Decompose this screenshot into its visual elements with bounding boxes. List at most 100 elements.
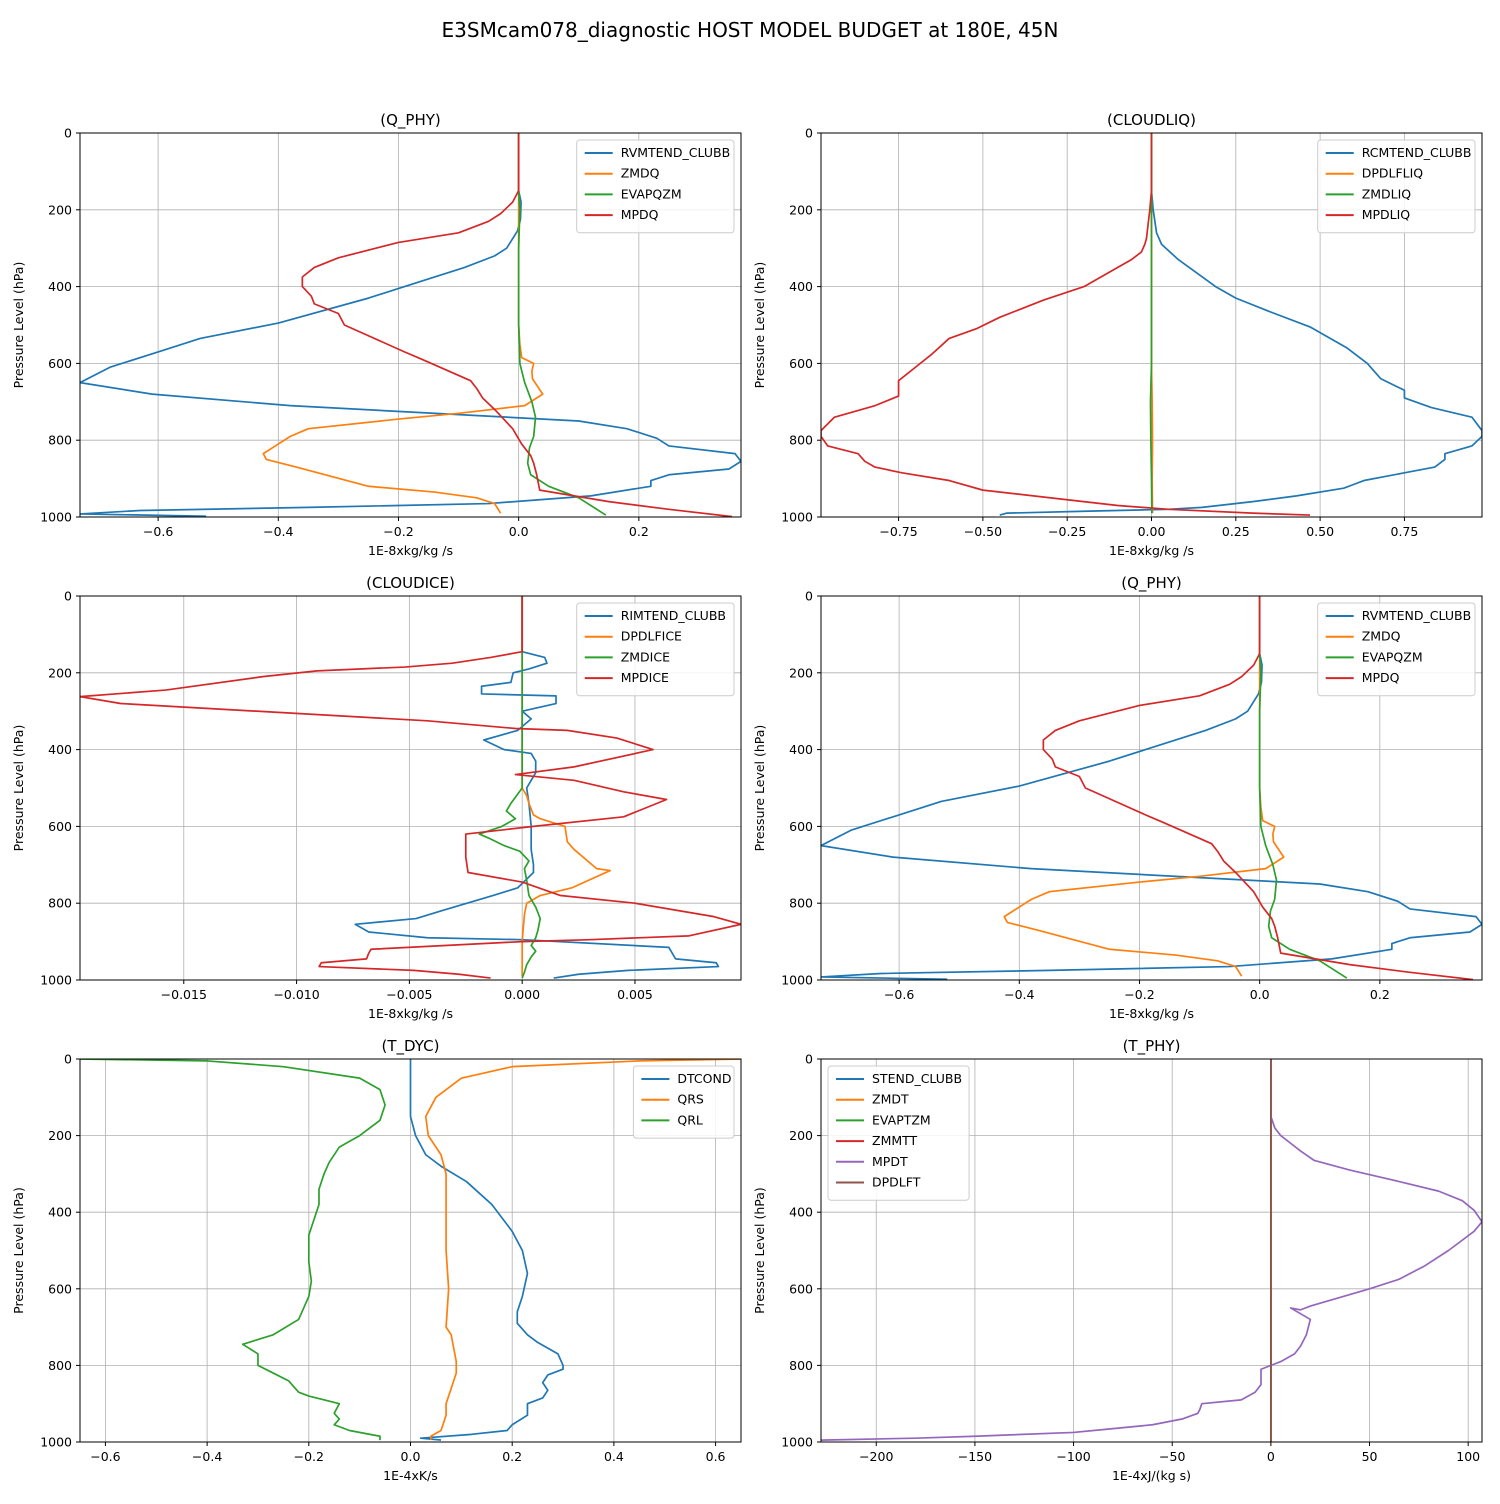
y-tick-label: 200 bbox=[48, 1128, 72, 1143]
y-tick-label: 800 bbox=[789, 1358, 813, 1373]
y-tick-label: 0 bbox=[805, 589, 813, 604]
legend-label: RVMTEND_CLUBB bbox=[621, 145, 730, 160]
x-tick-label: 0.0 bbox=[509, 524, 529, 539]
legend-box bbox=[576, 602, 735, 697]
legend-label: DTCOND bbox=[677, 1071, 731, 1086]
legend-label: RVMTEND_CLUBB bbox=[1362, 608, 1471, 623]
legend-label: STEND_CLUBB bbox=[872, 1071, 962, 1086]
x-axis-label: 1E-8xkg/kg /s bbox=[1109, 1006, 1194, 1021]
series-line-mpdq bbox=[301, 133, 733, 517]
series-line-mpdice bbox=[80, 596, 741, 979]
y-tick-label: 1000 bbox=[40, 510, 72, 525]
x-tick-label: 0.000 bbox=[504, 987, 540, 1002]
y-axis-label: Pressure Level (hPa) bbox=[752, 1187, 767, 1314]
figure-title: E3SMcam078_diagnostic HOST MODEL BUDGET … bbox=[442, 18, 1059, 42]
legend-label: ZMDICE bbox=[621, 649, 670, 664]
series-group bbox=[80, 133, 741, 517]
y-axis-label: Pressure Level (hPa) bbox=[11, 725, 26, 852]
x-tick-label: 0.0 bbox=[1250, 987, 1270, 1002]
x-tick-label: 0.25 bbox=[1222, 524, 1250, 539]
x-tick-label: −50 bbox=[1159, 1449, 1185, 1464]
series-line-dtcond bbox=[409, 1059, 564, 1441]
subplot-1: −0.6 −0.4 −0.2 0.0 0.2 0 200 400 600 800 1000 (Q_PH… bbox=[11, 111, 742, 558]
y-tick-label: 0 bbox=[64, 589, 72, 604]
y-tick-label: 800 bbox=[48, 896, 72, 911]
subplot-3: −0.015 −0.010 −0.005 0.000 0.005 0 200 400 600 80… bbox=[11, 574, 742, 1021]
legend: STEND_CLUBB ZMDT EVAPTZM ZMMTT MPDT DPDLFT bbox=[827, 1065, 970, 1201]
series-line-zmdq bbox=[262, 133, 544, 514]
y-tick-label: 1000 bbox=[40, 1435, 72, 1450]
legend-label: RIMTEND_CLUBB bbox=[621, 608, 726, 623]
x-tick-label: −0.25 bbox=[1048, 524, 1086, 539]
y-tick-label: 600 bbox=[48, 819, 72, 834]
y-axis-label: Pressure Level (hPa) bbox=[11, 262, 26, 389]
x-tick-label: 50 bbox=[1362, 1449, 1378, 1464]
series-line-mpdliq bbox=[821, 133, 1311, 516]
legend-box bbox=[1317, 139, 1476, 234]
y-tick-label: 600 bbox=[789, 819, 813, 834]
y-axis-label: Pressure Level (hPa) bbox=[11, 1187, 26, 1314]
y-tick-label: 200 bbox=[48, 202, 72, 217]
y-tick-label: 200 bbox=[789, 202, 813, 217]
y-tick-label: 400 bbox=[789, 279, 813, 294]
legend-label: ZMDQ bbox=[1362, 629, 1401, 644]
y-tick-label: 1000 bbox=[781, 1435, 813, 1450]
x-tick-label: 0.2 bbox=[1370, 987, 1390, 1002]
legend: RVMTEND_CLUBB ZMDQ EVAPQZM MPDQ bbox=[576, 139, 735, 234]
x-axis-label: 1E-8xkg/kg /s bbox=[368, 1006, 453, 1021]
series-line-rvmtend-clubb bbox=[821, 596, 1482, 980]
x-tick-label: −0.6 bbox=[884, 987, 914, 1002]
x-tick-label: −0.2 bbox=[383, 524, 413, 539]
x-tick-label: −0.4 bbox=[263, 524, 293, 539]
x-tick-label: −0.4 bbox=[192, 1449, 222, 1464]
legend: RCMTEND_CLUBB DPDLFLIQ ZMDLIQ MPDLIQ bbox=[1317, 139, 1476, 234]
legend-label: ZMDLIQ bbox=[1362, 186, 1412, 201]
series-group bbox=[80, 1059, 741, 1441]
x-axis-label: 1E-8xkg/kg /s bbox=[368, 543, 453, 558]
legend-label: MPDQ bbox=[621, 207, 659, 222]
x-tick-label: 0.4 bbox=[604, 1449, 624, 1464]
y-tick-label: 800 bbox=[789, 896, 813, 911]
series-group bbox=[80, 596, 741, 979]
legend-label: MPDT bbox=[872, 1154, 908, 1169]
x-tick-label: 0.00 bbox=[1138, 524, 1166, 539]
subplot-title: (T_PHY) bbox=[1123, 1037, 1181, 1056]
series-line-qrl bbox=[80, 1059, 386, 1441]
legend-label: EVAPQZM bbox=[621, 186, 682, 201]
legend-label: EVAPQZM bbox=[1362, 649, 1423, 664]
y-tick-label: 600 bbox=[48, 1281, 72, 1296]
series-line-evapqzm bbox=[1258, 596, 1348, 979]
subplot-title: (Q_PHY) bbox=[380, 111, 441, 130]
y-tick-label: 0 bbox=[64, 1052, 72, 1067]
x-tick-label: 0 bbox=[1267, 1449, 1275, 1464]
x-tick-label: −200 bbox=[859, 1449, 893, 1464]
y-axis-label: Pressure Level (hPa) bbox=[752, 725, 767, 852]
x-tick-label: −0.6 bbox=[143, 524, 173, 539]
x-axis-label: 1E-8xkg/kg /s bbox=[1109, 543, 1194, 558]
x-axis-label: 1E-4xJ/(kg s) bbox=[1112, 1468, 1191, 1483]
axes-frame bbox=[79, 595, 742, 981]
y-axis-label: Pressure Level (hPa) bbox=[752, 262, 767, 389]
legend-label: MPDICE bbox=[621, 670, 669, 685]
subplot-5: −0.6 −0.4 −0.2 0.0 0.2 0.4 0.6 0 200 400 600 800 100… bbox=[11, 1037, 742, 1483]
legend-label: QRL bbox=[677, 1112, 703, 1127]
subplot-6: −200 −150 −100 −50 0 50 10002004006008001000(T… bbox=[752, 1037, 1483, 1483]
subplot-4: −0.6 −0.4 −0.2 0.0 0.2 0 200 400 600 800 1000 (Q_PH… bbox=[752, 574, 1483, 1021]
y-tick-label: 400 bbox=[48, 279, 72, 294]
legend-label: DPDLFLIQ bbox=[1362, 166, 1424, 181]
x-tick-label: 100 bbox=[1456, 1449, 1480, 1464]
x-tick-label: −0.010 bbox=[273, 987, 319, 1002]
y-tick-label: 400 bbox=[789, 742, 813, 757]
x-tick-label: −150 bbox=[958, 1449, 992, 1464]
y-tick-label: 600 bbox=[789, 356, 813, 371]
subplot-title: (CLOUDLIQ) bbox=[1107, 111, 1196, 129]
y-tick-label: 600 bbox=[789, 1281, 813, 1296]
legend-label: MPDLIQ bbox=[1362, 207, 1411, 222]
legend-label: MPDQ bbox=[1362, 670, 1400, 685]
y-tick-label: 400 bbox=[48, 742, 72, 757]
series-group bbox=[821, 596, 1482, 980]
legend-label: ZMDQ bbox=[621, 166, 660, 181]
